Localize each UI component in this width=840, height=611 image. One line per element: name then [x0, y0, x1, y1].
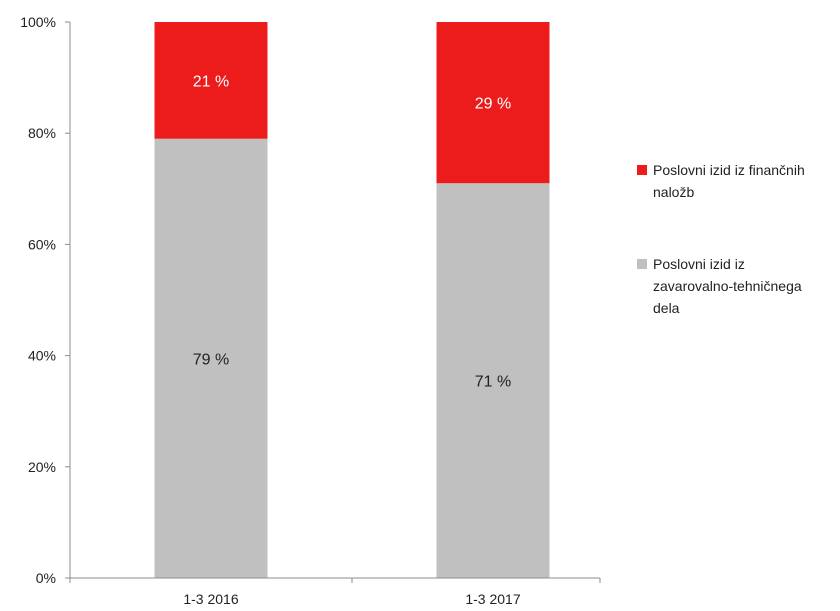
bar-segment: [436, 183, 550, 579]
legend-label: zavarovalno-tehničnega: [653, 278, 802, 294]
legend-swatch: [637, 259, 647, 269]
legend-label: naložb: [653, 184, 694, 200]
bar-segment: [154, 22, 268, 139]
legend-label: Poslovni izid iz finančnih: [653, 162, 805, 178]
x-tick-label: 1-3 2017: [465, 591, 520, 607]
y-tick-label: 0%: [36, 570, 56, 586]
data-label: 29 %: [475, 96, 511, 113]
y-tick-label: 80%: [28, 125, 56, 141]
data-label: 71 %: [475, 374, 511, 391]
y-tick-label: 20%: [28, 459, 56, 475]
legend-label: Poslovni izid iz: [653, 256, 745, 272]
y-tick-label: 40%: [28, 348, 56, 364]
legend-swatch: [637, 165, 647, 175]
bar-segment: [436, 22, 550, 184]
legend: Poslovni izid iz finančnih naložb Poslovni…: [637, 162, 805, 316]
x-axis: 1-3 2016 1-3 2017: [69, 577, 601, 607]
data-label: 79 %: [193, 351, 229, 368]
bars: 79 % 21 % 71 % 29 %: [154, 22, 550, 579]
bar-segment: [154, 138, 268, 578]
x-tick-label: 1-3 2016: [183, 591, 238, 607]
y-tick-label: 100%: [20, 14, 56, 30]
y-tick-label: 60%: [28, 236, 56, 252]
y-axis: 0% 20% 40% 60% 80% 100%: [20, 14, 71, 586]
legend-label: dela: [653, 300, 680, 316]
data-label: 21 %: [193, 73, 229, 90]
